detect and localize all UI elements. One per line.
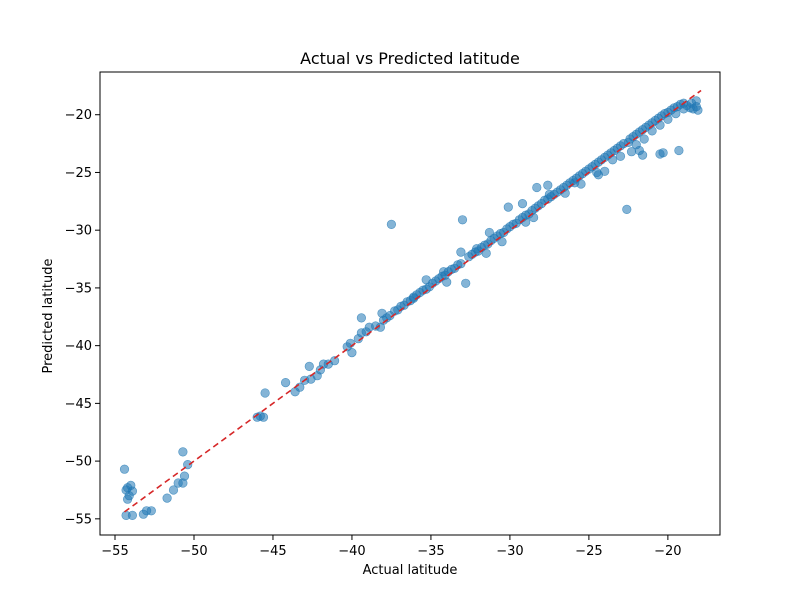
chart-title: Actual vs Predicted latitude (300, 49, 520, 68)
data-point (691, 96, 701, 106)
data-point (593, 170, 604, 180)
data-point (637, 150, 648, 160)
data-point (178, 447, 188, 457)
y-tick-label: −40 (65, 339, 92, 354)
data-point (457, 215, 468, 225)
data-point (146, 506, 156, 516)
y-tick-label: −35 (65, 281, 92, 296)
points-layer (119, 96, 703, 521)
data-point (461, 278, 471, 288)
data-point (674, 145, 684, 156)
data-point (119, 464, 130, 474)
x-tick-label: −30 (496, 544, 523, 559)
data-point (521, 217, 531, 227)
data-point (615, 151, 626, 161)
y-tick-label: −25 (65, 166, 92, 181)
data-point (421, 275, 431, 285)
data-point (162, 493, 172, 503)
data-point (122, 494, 133, 504)
data-point (281, 378, 291, 388)
y-tick-label: −50 (65, 455, 92, 470)
data-point (456, 247, 466, 257)
data-point (472, 244, 482, 254)
data-point (356, 313, 367, 323)
data-point (544, 189, 555, 199)
x-axis-label: Actual latitude (363, 563, 458, 578)
data-point (481, 248, 491, 258)
axes-frame (99, 71, 721, 536)
y-axis-label: Predicted latitude (41, 258, 56, 373)
x-tick-label: −20 (654, 544, 681, 559)
x-tick-label: −40 (338, 544, 365, 559)
data-point (258, 412, 269, 422)
data-point (442, 277, 452, 287)
data-point (655, 120, 665, 130)
x-axis-ticks: −55 −50 −45 −40 −35 −30 −25 −20 (101, 535, 682, 559)
data-point (260, 388, 270, 398)
y-tick-label: −30 (65, 224, 92, 239)
data-point (517, 199, 528, 209)
data-point (127, 510, 137, 521)
x-tick-label: −35 (417, 544, 444, 559)
data-point (304, 361, 314, 372)
reference-line (124, 89, 702, 513)
data-point (377, 308, 387, 318)
y-tick-label: −20 (65, 108, 92, 123)
data-point (543, 180, 553, 190)
data-point (409, 292, 419, 302)
data-point (693, 105, 703, 115)
data-point (679, 104, 689, 114)
data-point (386, 219, 397, 229)
y-tick-label: −55 (65, 512, 92, 527)
data-point (497, 237, 507, 247)
x-tick-label: −45 (259, 544, 286, 559)
x-tick-label: −50 (180, 544, 207, 559)
data-point (168, 485, 179, 495)
data-point (439, 267, 449, 277)
data-point (622, 204, 632, 214)
data-point (179, 471, 190, 481)
data-point (663, 114, 673, 124)
data-point (532, 182, 542, 193)
y-tick-label: −45 (65, 397, 92, 412)
x-tick-label: −25 (575, 544, 602, 559)
data-point (626, 147, 637, 157)
data-point (658, 148, 668, 158)
data-point (503, 202, 513, 212)
data-point (347, 348, 357, 358)
data-point (127, 486, 137, 496)
y-axis-ticks: −55 −50 −45 −40 −35 −30 −25 −20 (65, 108, 100, 527)
data-point (639, 134, 649, 144)
data-point (671, 108, 681, 119)
data-point (484, 227, 495, 238)
x-tick-label: −55 (101, 544, 128, 559)
